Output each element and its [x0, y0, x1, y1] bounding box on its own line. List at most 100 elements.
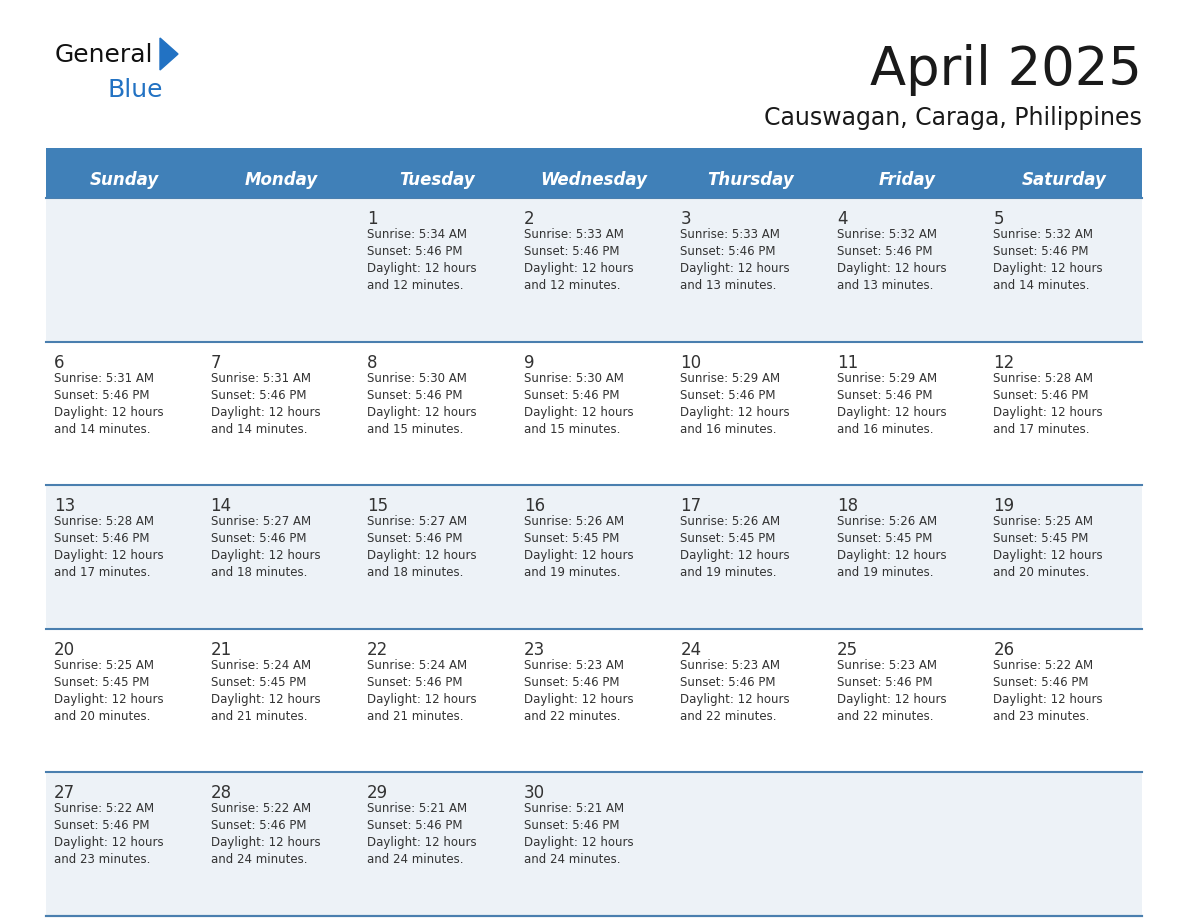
- Text: Daylight: 12 hours: Daylight: 12 hours: [681, 549, 790, 562]
- Text: Daylight: 12 hours: Daylight: 12 hours: [836, 549, 947, 562]
- Text: Sunset: 5:46 PM: Sunset: 5:46 PM: [53, 532, 150, 545]
- Text: Sunset: 5:46 PM: Sunset: 5:46 PM: [367, 676, 462, 688]
- Text: General: General: [55, 43, 153, 67]
- Text: and 22 minutes.: and 22 minutes.: [836, 710, 934, 722]
- Text: Sunrise: 5:32 AM: Sunrise: 5:32 AM: [836, 228, 937, 241]
- Text: Causwagan, Caraga, Philippines: Causwagan, Caraga, Philippines: [764, 106, 1142, 130]
- Text: Sunset: 5:46 PM: Sunset: 5:46 PM: [993, 245, 1089, 258]
- Text: Daylight: 12 hours: Daylight: 12 hours: [53, 406, 164, 419]
- Text: and 14 minutes.: and 14 minutes.: [993, 279, 1089, 292]
- Text: Sunset: 5:46 PM: Sunset: 5:46 PM: [836, 676, 933, 688]
- Polygon shape: [160, 38, 178, 70]
- Text: Daylight: 12 hours: Daylight: 12 hours: [836, 262, 947, 275]
- Text: 26: 26: [993, 641, 1015, 659]
- Text: 1: 1: [367, 210, 378, 228]
- Text: Sunrise: 5:25 AM: Sunrise: 5:25 AM: [993, 515, 1093, 528]
- Bar: [46, 341, 1142, 486]
- Text: Sunset: 5:46 PM: Sunset: 5:46 PM: [836, 388, 933, 401]
- Text: Daylight: 12 hours: Daylight: 12 hours: [367, 262, 476, 275]
- Text: Sunrise: 5:24 AM: Sunrise: 5:24 AM: [210, 659, 311, 672]
- Text: and 18 minutes.: and 18 minutes.: [367, 566, 463, 579]
- Text: Sunset: 5:46 PM: Sunset: 5:46 PM: [524, 676, 619, 688]
- Text: and 15 minutes.: and 15 minutes.: [524, 422, 620, 436]
- Text: 9: 9: [524, 353, 535, 372]
- Text: April 2025: April 2025: [870, 44, 1142, 96]
- Text: Friday: Friday: [879, 171, 936, 189]
- Text: Daylight: 12 hours: Daylight: 12 hours: [524, 549, 633, 562]
- Text: Sunrise: 5:34 AM: Sunrise: 5:34 AM: [367, 228, 467, 241]
- Text: Sunrise: 5:23 AM: Sunrise: 5:23 AM: [836, 659, 937, 672]
- Text: and 21 minutes.: and 21 minutes.: [210, 710, 307, 722]
- Text: Sunrise: 5:31 AM: Sunrise: 5:31 AM: [53, 372, 154, 385]
- Text: Sunrise: 5:22 AM: Sunrise: 5:22 AM: [53, 802, 154, 815]
- Text: Daylight: 12 hours: Daylight: 12 hours: [53, 693, 164, 706]
- Text: Sunrise: 5:29 AM: Sunrise: 5:29 AM: [836, 372, 937, 385]
- Text: Sunset: 5:46 PM: Sunset: 5:46 PM: [681, 676, 776, 688]
- Text: and 16 minutes.: and 16 minutes.: [681, 422, 777, 436]
- Text: Sunset: 5:45 PM: Sunset: 5:45 PM: [681, 532, 776, 545]
- Text: 5: 5: [993, 210, 1004, 228]
- Text: Sunset: 5:45 PM: Sunset: 5:45 PM: [836, 532, 933, 545]
- Text: Sunset: 5:46 PM: Sunset: 5:46 PM: [367, 532, 462, 545]
- Text: Daylight: 12 hours: Daylight: 12 hours: [993, 406, 1102, 419]
- Text: and 20 minutes.: and 20 minutes.: [53, 710, 151, 722]
- Text: Daylight: 12 hours: Daylight: 12 hours: [524, 836, 633, 849]
- Text: 22: 22: [367, 641, 388, 659]
- Text: Daylight: 12 hours: Daylight: 12 hours: [210, 693, 321, 706]
- Text: 6: 6: [53, 353, 64, 372]
- Text: Sunset: 5:46 PM: Sunset: 5:46 PM: [836, 245, 933, 258]
- Text: Daylight: 12 hours: Daylight: 12 hours: [836, 693, 947, 706]
- Text: and 24 minutes.: and 24 minutes.: [524, 854, 620, 867]
- Text: and 13 minutes.: and 13 minutes.: [681, 279, 777, 292]
- Text: Sunrise: 5:29 AM: Sunrise: 5:29 AM: [681, 372, 781, 385]
- Text: and 19 minutes.: and 19 minutes.: [681, 566, 777, 579]
- Text: Sunset: 5:45 PM: Sunset: 5:45 PM: [210, 676, 307, 688]
- Text: 21: 21: [210, 641, 232, 659]
- Text: Sunset: 5:46 PM: Sunset: 5:46 PM: [367, 388, 462, 401]
- Text: Monday: Monday: [245, 171, 317, 189]
- Text: Sunset: 5:46 PM: Sunset: 5:46 PM: [53, 388, 150, 401]
- Text: Sunrise: 5:28 AM: Sunrise: 5:28 AM: [993, 372, 1093, 385]
- Text: 17: 17: [681, 498, 701, 515]
- Text: Sunrise: 5:33 AM: Sunrise: 5:33 AM: [681, 228, 781, 241]
- Text: and 14 minutes.: and 14 minutes.: [53, 422, 151, 436]
- Text: Daylight: 12 hours: Daylight: 12 hours: [53, 836, 164, 849]
- Text: 10: 10: [681, 353, 701, 372]
- Text: 11: 11: [836, 353, 858, 372]
- Text: Daylight: 12 hours: Daylight: 12 hours: [993, 262, 1102, 275]
- Text: Sunrise: 5:21 AM: Sunrise: 5:21 AM: [367, 802, 467, 815]
- Text: Sunset: 5:46 PM: Sunset: 5:46 PM: [993, 388, 1089, 401]
- Text: Sunset: 5:46 PM: Sunset: 5:46 PM: [367, 820, 462, 833]
- Text: Sunrise: 5:23 AM: Sunrise: 5:23 AM: [681, 659, 781, 672]
- Text: and 16 minutes.: and 16 minutes.: [836, 422, 934, 436]
- Text: Sunrise: 5:33 AM: Sunrise: 5:33 AM: [524, 228, 624, 241]
- Text: Daylight: 12 hours: Daylight: 12 hours: [524, 262, 633, 275]
- Text: and 15 minutes.: and 15 minutes.: [367, 422, 463, 436]
- Text: 13: 13: [53, 498, 75, 515]
- Text: Daylight: 12 hours: Daylight: 12 hours: [367, 549, 476, 562]
- Text: Sunset: 5:46 PM: Sunset: 5:46 PM: [210, 388, 307, 401]
- Text: Sunrise: 5:30 AM: Sunrise: 5:30 AM: [524, 372, 624, 385]
- Text: and 24 minutes.: and 24 minutes.: [210, 854, 307, 867]
- Text: Sunrise: 5:23 AM: Sunrise: 5:23 AM: [524, 659, 624, 672]
- Text: Sunrise: 5:26 AM: Sunrise: 5:26 AM: [836, 515, 937, 528]
- Text: 3: 3: [681, 210, 691, 228]
- Text: Sunrise: 5:21 AM: Sunrise: 5:21 AM: [524, 802, 624, 815]
- Bar: [46, 198, 1142, 341]
- Text: Sunrise: 5:28 AM: Sunrise: 5:28 AM: [53, 515, 154, 528]
- Text: and 12 minutes.: and 12 minutes.: [367, 279, 463, 292]
- Bar: [46, 148, 1142, 162]
- Text: 14: 14: [210, 498, 232, 515]
- Text: and 13 minutes.: and 13 minutes.: [836, 279, 934, 292]
- Bar: [46, 772, 1142, 916]
- Text: and 19 minutes.: and 19 minutes.: [524, 566, 620, 579]
- Text: Daylight: 12 hours: Daylight: 12 hours: [681, 262, 790, 275]
- Text: 29: 29: [367, 784, 388, 802]
- Text: Sunrise: 5:25 AM: Sunrise: 5:25 AM: [53, 659, 154, 672]
- Text: Daylight: 12 hours: Daylight: 12 hours: [524, 406, 633, 419]
- Text: Sunset: 5:46 PM: Sunset: 5:46 PM: [681, 245, 776, 258]
- Text: Sunset: 5:46 PM: Sunset: 5:46 PM: [210, 820, 307, 833]
- Text: Daylight: 12 hours: Daylight: 12 hours: [993, 693, 1102, 706]
- Text: 16: 16: [524, 498, 545, 515]
- Text: and 21 minutes.: and 21 minutes.: [367, 710, 463, 722]
